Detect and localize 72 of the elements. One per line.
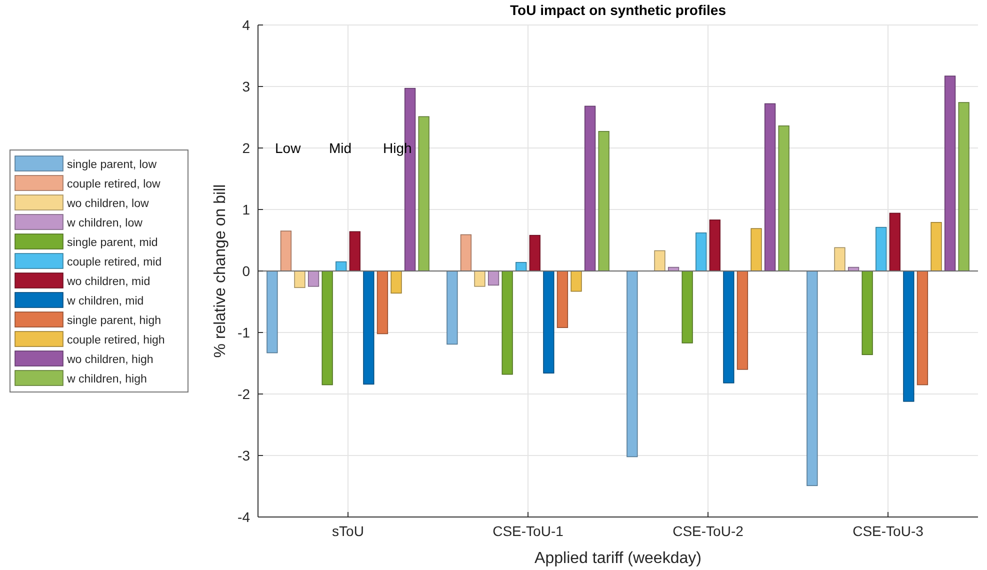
y-tick-label: -4 bbox=[238, 508, 250, 525]
legend-label: couple retired, low bbox=[67, 178, 162, 190]
bar bbox=[778, 125, 790, 272]
legend-label: w children, high bbox=[66, 374, 147, 386]
bar bbox=[349, 231, 360, 272]
y-tick-label: 3 bbox=[242, 78, 250, 94]
x-tick-label: CSE-ToU-2 bbox=[672, 523, 744, 539]
legend-label: single parent, mid bbox=[67, 237, 158, 249]
bar bbox=[696, 232, 707, 272]
bar bbox=[764, 103, 776, 272]
bar bbox=[294, 270, 306, 288]
bar bbox=[598, 130, 610, 272]
y-tick-label: 2 bbox=[242, 140, 250, 156]
y-axis-title: % relative change on bill bbox=[212, 184, 229, 358]
annotation: Low bbox=[275, 140, 302, 156]
bar bbox=[488, 270, 500, 286]
bar bbox=[834, 247, 846, 272]
annotation: Mid bbox=[329, 140, 352, 156]
bar bbox=[654, 250, 666, 272]
legend-label: couple retired, high bbox=[67, 334, 165, 346]
bar bbox=[889, 212, 900, 272]
bar bbox=[736, 270, 748, 370]
bar bbox=[474, 270, 486, 287]
bar bbox=[903, 270, 914, 402]
legend-label: wo children, high bbox=[66, 354, 154, 366]
chart-title: ToU impact on synthetic profiles bbox=[510, 2, 726, 18]
bar bbox=[322, 270, 333, 386]
bar bbox=[750, 228, 762, 272]
bar bbox=[363, 270, 374, 385]
bar bbox=[682, 270, 693, 344]
bar bbox=[570, 270, 582, 292]
y-tick-label: 4 bbox=[242, 16, 250, 33]
bar bbox=[723, 270, 734, 384]
y-tick-label: -3 bbox=[238, 447, 250, 464]
bar bbox=[958, 102, 970, 272]
legend-label: couple retired, mid bbox=[67, 256, 162, 268]
bar bbox=[584, 106, 596, 272]
y-tick-label: 1 bbox=[242, 201, 250, 218]
bar bbox=[516, 262, 527, 272]
legend-label: single parent, high bbox=[67, 315, 161, 327]
legend-label: wo children, mid bbox=[66, 276, 150, 288]
bar bbox=[709, 220, 720, 272]
bar bbox=[529, 234, 540, 272]
bar bbox=[280, 230, 292, 272]
bar bbox=[390, 270, 402, 294]
legend-label: w children, low bbox=[66, 218, 144, 230]
y-tick-label: -2 bbox=[238, 386, 250, 402]
bar bbox=[460, 234, 472, 272]
bar bbox=[308, 270, 320, 287]
bar bbox=[502, 270, 513, 375]
bar bbox=[876, 226, 887, 272]
legend-label: single parent, low bbox=[67, 159, 158, 171]
bar bbox=[944, 76, 956, 272]
bar bbox=[862, 270, 873, 356]
y-tick-label: -1 bbox=[238, 324, 250, 340]
bar bbox=[916, 270, 928, 386]
y-tick-label: 0 bbox=[242, 262, 250, 279]
legend-label: w children, mid bbox=[66, 296, 144, 308]
bar bbox=[266, 270, 278, 354]
bar bbox=[556, 270, 568, 328]
bar bbox=[626, 270, 638, 458]
x-axis-title: Applied tariff (weekday) bbox=[534, 550, 702, 567]
bar bbox=[446, 270, 458, 345]
x-tick-label: CSE-ToU-1 bbox=[492, 523, 564, 539]
bar bbox=[418, 116, 430, 272]
bar bbox=[543, 270, 554, 374]
bar bbox=[930, 222, 942, 272]
bar bbox=[376, 270, 388, 334]
legend-label: wo children, low bbox=[66, 198, 150, 210]
bar bbox=[806, 270, 818, 486]
x-tick-label: sToU bbox=[332, 523, 364, 539]
x-tick-label: CSE-ToU-3 bbox=[852, 523, 924, 539]
